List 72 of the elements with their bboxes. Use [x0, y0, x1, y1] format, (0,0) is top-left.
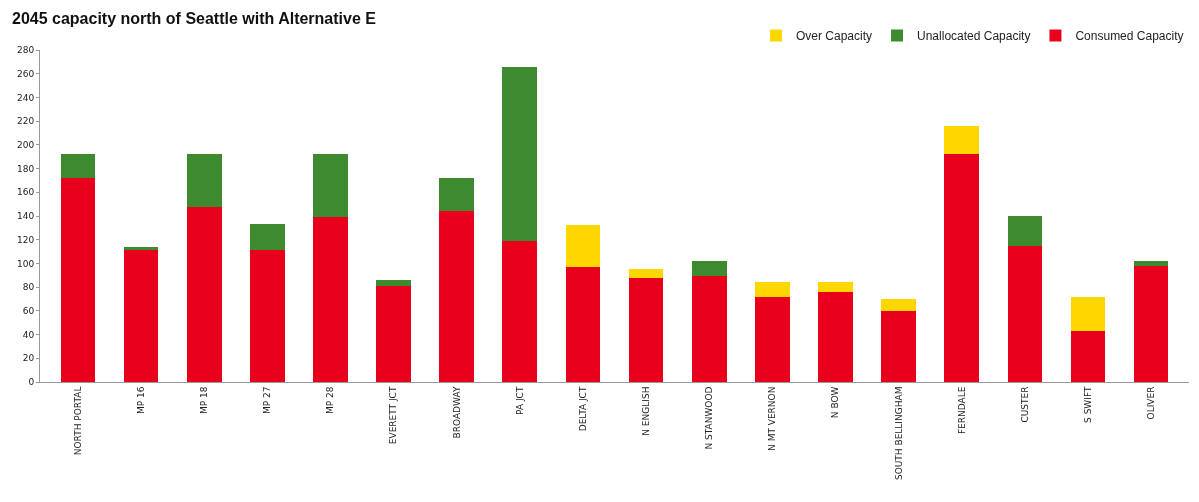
x-tick-label: N MT VERNON — [767, 386, 778, 451]
bar — [502, 66, 538, 241]
x-tick-label: MP 28 — [325, 386, 336, 415]
y-tick-label: 260 — [17, 68, 35, 79]
y-tick-label: 200 — [17, 140, 35, 151]
y-tick-label: 40 — [22, 329, 35, 340]
bar — [628, 269, 664, 278]
legend-label: Unallocated Capacity — [917, 29, 1031, 44]
bar — [249, 224, 285, 251]
y-tick-label: 140 — [17, 211, 35, 222]
y-tick-label: 240 — [17, 92, 35, 103]
x-tick-label: FERNDALE — [956, 386, 967, 435]
x-tick-label: N BOW — [830, 386, 841, 419]
bar — [1007, 245, 1043, 382]
x-tick-label: DELTA JCT — [577, 386, 588, 432]
x-tick-label: EVERETT JCT — [388, 386, 399, 445]
x-tick-label: NORTH PORTAL — [72, 386, 83, 456]
y-tick-label: 220 — [17, 116, 35, 127]
bar — [944, 154, 980, 382]
y-tick-label: 60 — [22, 306, 35, 317]
bar — [439, 178, 475, 212]
y-tick-label: 280 — [17, 45, 35, 56]
y-tick-label: 0 — [28, 377, 35, 388]
bar — [1007, 216, 1043, 246]
bar — [628, 277, 664, 382]
y-tick-label: 20 — [22, 353, 35, 364]
bar — [502, 240, 538, 382]
bar — [123, 250, 159, 382]
bar — [754, 282, 790, 297]
y-tick-label: 120 — [17, 234, 35, 245]
y-tick-label: 180 — [17, 163, 35, 174]
bar — [565, 225, 601, 267]
bar — [818, 291, 853, 382]
x-tick-label: CUSTER — [1019, 386, 1030, 423]
x-tick-label: BROADWAY — [451, 386, 462, 439]
bar — [313, 217, 348, 382]
y-tick-label: 100 — [17, 258, 35, 269]
bar — [376, 280, 411, 286]
bar — [1133, 265, 1169, 382]
legend-label: Over Capacity — [796, 29, 873, 44]
x-tick-label: PA JCT — [514, 386, 525, 415]
bar — [186, 206, 222, 382]
y-tick-label: 160 — [17, 187, 35, 198]
bar — [60, 178, 96, 382]
bar — [313, 154, 348, 218]
bar — [376, 285, 411, 382]
bar — [186, 154, 222, 207]
bar — [691, 276, 727, 382]
bar — [1133, 261, 1169, 266]
x-tick-label: OLIVER — [1146, 386, 1157, 420]
chart-title: 2045 capacity north of Seattle with Alternative E — [11, 9, 377, 27]
x-tick-label: S SWIFT — [1082, 386, 1093, 423]
bar — [60, 154, 96, 179]
bar — [439, 211, 475, 382]
y-tick-label: 80 — [22, 282, 35, 293]
bar — [565, 266, 601, 382]
x-tick-label: SOUTH BELLINGHAM — [893, 386, 904, 481]
bar — [1070, 331, 1106, 382]
x-tick-label: N STANWOOD — [704, 386, 715, 450]
bar — [944, 125, 980, 155]
bar — [881, 310, 916, 382]
x-tick-label: MP 18 — [199, 386, 210, 415]
x-tick-label: MP 27 — [262, 386, 273, 415]
x-tick-label: N ENGLISH — [640, 386, 651, 436]
bar — [1070, 296, 1106, 332]
legend-label: Consumed Capacity — [1075, 29, 1184, 44]
bar — [754, 296, 790, 382]
bar — [691, 261, 727, 277]
bar — [818, 282, 853, 292]
bar — [881, 299, 916, 311]
x-tick-label: MP 16 — [135, 386, 146, 415]
bar — [249, 250, 285, 382]
